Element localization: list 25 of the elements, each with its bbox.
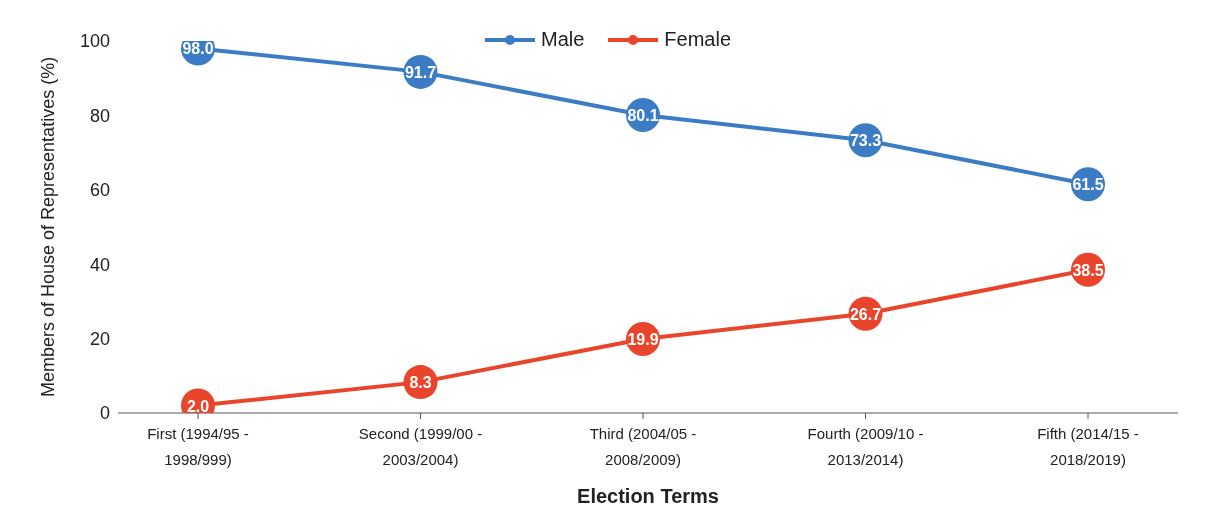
x-tick-label: Fifth (2014/15 - 2018/2019) xyxy=(1037,425,1139,468)
data-label: 61.5 xyxy=(1072,176,1104,194)
y-tick-label: 60 xyxy=(89,180,110,201)
data-label: 2.0 xyxy=(186,397,210,415)
x-tick-label: First (1994/95 - 1998/999) xyxy=(147,425,249,468)
data-label: 73.3 xyxy=(849,132,882,150)
y-axis-title: Members of House of Representatives (%) xyxy=(38,56,59,397)
x-tick-label: Third (2004/05 - 2008/2009) xyxy=(589,425,697,468)
data-label: 19.9 xyxy=(627,330,659,348)
data-label: 8.3 xyxy=(409,374,432,392)
x-tick-label: Second (1999/00 - 2003/2004) xyxy=(358,425,483,468)
y-tick-label: 40 xyxy=(89,254,110,275)
x-axis-title: Election Terms xyxy=(577,485,719,507)
data-label: 80.1 xyxy=(627,107,659,125)
y-tick-label: 80 xyxy=(89,105,110,126)
y-tick-label: 20 xyxy=(89,328,110,349)
data-label: 38.5 xyxy=(1072,261,1104,279)
data-label: 98.0 xyxy=(182,40,214,58)
legend-label: Female xyxy=(663,28,732,51)
data-label: 26.7 xyxy=(849,305,882,323)
data-label: 91.7 xyxy=(404,63,437,81)
y-tick-label: 100 xyxy=(79,31,110,52)
y-tick-label: 0 xyxy=(99,403,110,424)
x-tick-label: Fourth (2009/10 - 2013/2014) xyxy=(807,425,924,468)
legend-label: Male xyxy=(539,28,585,51)
